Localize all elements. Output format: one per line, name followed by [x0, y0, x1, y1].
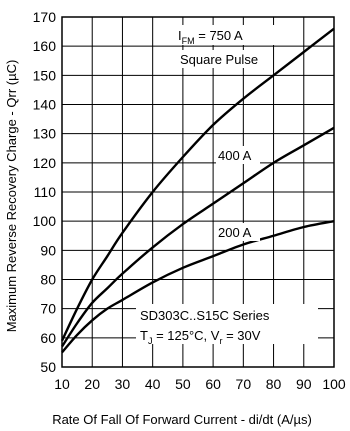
y-tick-label: 130	[33, 126, 57, 142]
label-200a: 200 A	[218, 225, 252, 240]
y-tick-labels: 50 60 70 80 90 100 110 120 130 140 150 160 170	[33, 9, 57, 375]
y-tick-label: 50	[40, 359, 56, 375]
x-tick-labels: 10 20 30 40 50 60 70 80 90 100	[54, 376, 346, 392]
series-line-1	[60, 126, 335, 348]
x-tick-label: 100	[322, 376, 346, 392]
label-400a: 400 A	[218, 148, 252, 163]
series-info-bg	[136, 304, 318, 344]
label-400a-bg	[216, 146, 260, 164]
y-tick-label: 100	[33, 213, 57, 229]
x-tick-label: 70	[236, 376, 252, 392]
plot-frame	[61, 16, 335, 368]
y-tick-label: 110	[34, 184, 57, 200]
series-line-0	[60, 27, 335, 342]
label-750a-bg	[176, 25, 276, 45]
series-info-line2: TJ = 125°C, Vr = 30V	[140, 328, 261, 346]
x-tick-label: 60	[205, 376, 221, 392]
y-tick-label: 60	[40, 330, 56, 346]
label-200a-bg	[216, 223, 260, 241]
x-tick-label: 50	[175, 376, 191, 392]
y-tick-label: 120	[33, 155, 57, 171]
x-tick-label: 10	[54, 376, 70, 392]
square-pulse-label: Square Pulse	[180, 52, 258, 67]
y-tick-label: 140	[33, 97, 57, 113]
x-tick-label: 20	[84, 376, 100, 392]
y-tick-label: 80	[40, 272, 56, 288]
series-line-2	[61, 219, 335, 354]
y-tick-label: 160	[33, 38, 57, 54]
y-tick-label: 170	[33, 9, 57, 25]
x-axis-title: Rate Of Fall Of Forward Current - di/dt …	[52, 412, 312, 427]
x-tick-label: 80	[266, 376, 282, 392]
y-tick-label: 150	[33, 67, 57, 83]
y-tick-label: 70	[40, 301, 56, 317]
series-info-line1: SD303C..S15C Series	[140, 308, 270, 323]
square-pulse-bg	[176, 50, 268, 68]
x-tick-label: 40	[145, 376, 161, 392]
y-tick-label: 90	[40, 242, 56, 258]
label-750a: IFM = 750 A	[178, 28, 243, 46]
x-tick-label: 30	[115, 376, 131, 392]
y-axis-title: Maximum Reverse Recovery Charge - Qrr (µ…	[4, 60, 19, 333]
series-group	[60, 27, 335, 354]
x-tick-label: 90	[296, 376, 312, 392]
